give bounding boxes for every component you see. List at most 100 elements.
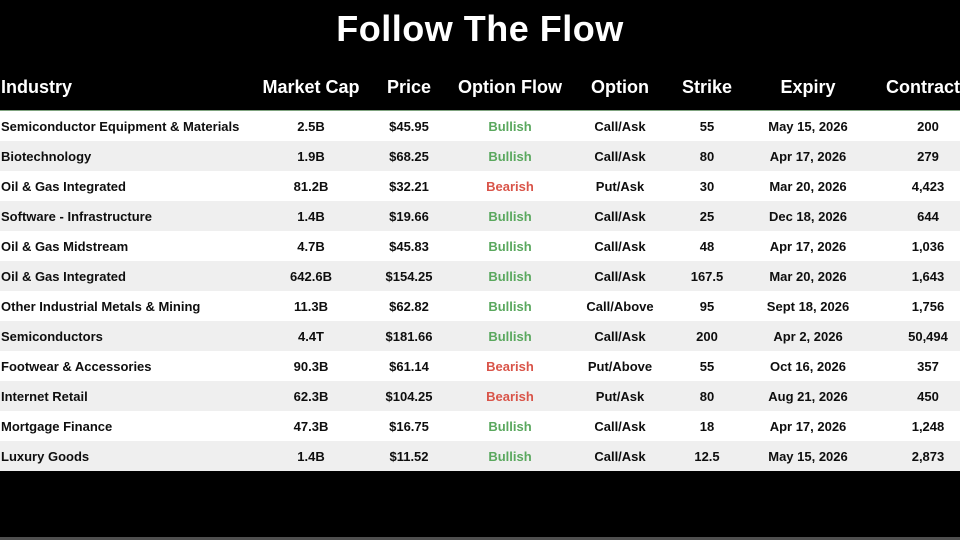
price-cell: $16.75 <box>389 418 429 434</box>
industry-cell: Semiconductor Equipment & Materials <box>1 118 240 134</box>
market-cap-cell: 1.4B <box>297 208 325 224</box>
market-cap-cell: 62.3B <box>293 388 329 404</box>
market-cap-cell: 1.9B <box>297 148 325 164</box>
option-cell: Call/Ask <box>594 418 646 434</box>
industry-cell: Other Industrial Metals & Mining <box>1 298 201 314</box>
column-header-row: Industry Market Cap Price Option Flow Op… <box>0 64 960 110</box>
expiry-cell: Aug 21, 2026 <box>768 388 848 404</box>
option-flow-cell: Bearish <box>486 388 534 404</box>
price-cell: $62.82 <box>389 298 429 314</box>
contracts-cell: 50,494 <box>908 328 948 344</box>
option-flow-cell: Bullish <box>488 328 532 344</box>
strike-cell: 55 <box>699 118 715 134</box>
option-cell: Call/Ask <box>594 238 646 254</box>
price-cell: $104.25 <box>385 388 433 404</box>
market-cap-cell: 81.2B <box>293 178 329 194</box>
option-flow-cell: Bullish <box>488 208 532 224</box>
option-flow-cell: Bullish <box>488 268 532 284</box>
option-cell: Call/Ask <box>594 448 646 464</box>
expiry-cell: Apr 17, 2026 <box>769 418 847 434</box>
column-header-contracts: Contracts <box>885 76 960 97</box>
contracts-cell: 1,643 <box>911 268 945 284</box>
expiry-cell: Sept 18, 2026 <box>766 298 850 314</box>
bottom-strip <box>0 537 960 540</box>
contracts-cell: 1,036 <box>911 238 945 254</box>
price-cell: $154.25 <box>385 268 433 284</box>
table-row: Mortgage Finance 47.3B $16.75 Bullish Ca… <box>0 411 960 441</box>
market-cap-cell: 90.3B <box>293 358 329 374</box>
strike-cell: 95 <box>699 298 715 314</box>
option-cell: Call/Ask <box>594 208 646 224</box>
strike-cell: 48 <box>699 238 715 254</box>
price-cell: $32.21 <box>389 178 429 194</box>
contracts-cell: 200 <box>917 118 939 134</box>
contracts-cell: 1,248 <box>911 418 945 434</box>
table-row: Biotechnology 1.9B $68.25 Bullish Call/A… <box>0 141 960 171</box>
option-cell: Call/Ask <box>594 268 646 284</box>
industry-cell: Oil & Gas Integrated <box>1 178 126 194</box>
table-row: Semiconductors 4.4T $181.66 Bullish Call… <box>0 321 960 351</box>
option-cell: Put/Above <box>587 358 653 374</box>
price-cell: $19.66 <box>389 208 429 224</box>
table-row: Footwear & Accessories 90.3B $61.14 Bear… <box>0 351 960 381</box>
expiry-cell: Oct 16, 2026 <box>770 358 846 374</box>
strike-cell: 18 <box>699 418 715 434</box>
option-cell: Call/Above <box>586 298 654 314</box>
strike-cell: 30 <box>699 178 715 194</box>
table-row: Oil & Gas Integrated 642.6B $154.25 Bull… <box>0 261 960 291</box>
strike-cell: 167.5 <box>690 268 724 284</box>
contracts-cell: 279 <box>917 148 939 164</box>
market-cap-cell: 11.3B <box>294 298 328 314</box>
option-flow-cell: Bullish <box>488 148 532 164</box>
industry-cell: Footwear & Accessories <box>1 358 152 374</box>
header-section: Follow The Flow Industry Market Cap Pric… <box>0 0 960 110</box>
strike-cell: 80 <box>699 388 715 404</box>
table-body: Semiconductor Equipment & Materials 2.5B… <box>0 111 960 471</box>
contracts-cell: 4,423 <box>911 178 945 194</box>
industry-cell: Semiconductors <box>1 328 103 344</box>
market-cap-cell: 4.7B <box>297 238 325 254</box>
expiry-cell: Mar 20, 2026 <box>769 268 847 284</box>
industry-cell: Mortgage Finance <box>1 418 113 434</box>
market-cap-cell: 47.3B <box>293 418 329 434</box>
strike-cell: 25 <box>699 208 715 224</box>
option-cell: Put/Ask <box>595 388 645 404</box>
contracts-cell: 644 <box>917 208 939 224</box>
header-divider <box>0 110 960 111</box>
expiry-cell: Apr 17, 2026 <box>769 238 847 254</box>
option-flow-cell: Bullish <box>488 418 532 434</box>
table-row: Oil & Gas Integrated 81.2B $32.21 Bearis… <box>0 171 960 201</box>
price-cell: $11.52 <box>389 448 429 464</box>
contracts-cell: 1,756 <box>911 298 945 314</box>
option-flow-cell: Bearish <box>486 178 534 194</box>
expiry-cell: Apr 2, 2026 <box>773 328 843 344</box>
industry-cell: Internet Retail <box>1 388 88 404</box>
column-header-market-cap: Market Cap <box>262 76 360 97</box>
price-cell: $45.83 <box>389 238 429 254</box>
page-title: Follow The Flow <box>336 8 624 49</box>
industry-cell: Biotechnology <box>1 148 92 164</box>
option-cell: Call/Ask <box>594 118 646 134</box>
market-cap-cell: 4.4T <box>297 328 324 344</box>
column-header-option-flow: Option Flow <box>458 76 562 97</box>
expiry-cell: Dec 18, 2026 <box>768 208 848 224</box>
price-cell: $68.25 <box>389 148 429 164</box>
strike-cell: 55 <box>699 358 715 374</box>
industry-cell: Oil & Gas Midstream <box>1 238 129 254</box>
expiry-cell: May 15, 2026 <box>768 118 848 134</box>
contracts-cell: 2,873 <box>911 448 945 464</box>
option-flow-cell: Bearish <box>486 358 534 374</box>
strike-cell: 200 <box>696 328 718 344</box>
table-row: Software - Infrastructure 1.4B $19.66 Bu… <box>0 201 960 231</box>
table-row: Other Industrial Metals & Mining 11.3B $… <box>0 291 960 321</box>
option-flow-cell: Bullish <box>488 238 532 254</box>
column-header-industry: Industry <box>1 76 73 97</box>
option-flow-cell: Bullish <box>488 298 532 314</box>
contracts-cell: 450 <box>917 388 939 404</box>
industry-cell: Luxury Goods <box>1 448 90 464</box>
table-row: Oil & Gas Midstream 4.7B $45.83 Bullish … <box>0 231 960 261</box>
industry-cell: Software - Infrastructure <box>1 208 152 224</box>
column-header-price: Price <box>386 76 432 97</box>
expiry-cell: Apr 17, 2026 <box>769 148 847 164</box>
